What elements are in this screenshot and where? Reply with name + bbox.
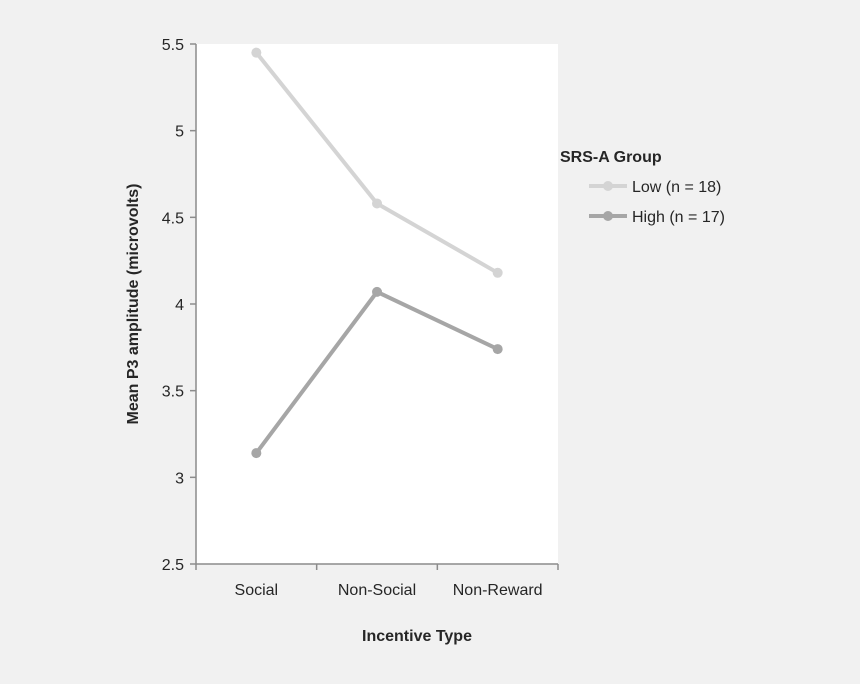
x-axis-title: Incentive Type <box>362 628 472 645</box>
y-tick-label: 5.5 <box>162 37 184 54</box>
y-tick-label: 4 <box>175 297 184 314</box>
legend-swatch-marker <box>603 211 613 221</box>
legend-label: High (n = 17) <box>632 209 725 226</box>
y-tick-label: 2.5 <box>162 557 184 574</box>
legend-swatch-marker <box>603 181 613 191</box>
plot-area <box>196 44 558 564</box>
y-tick-label: 3 <box>175 470 184 487</box>
x-tick-label: Social <box>235 582 279 599</box>
data-point <box>251 448 262 459</box>
legend-label: Low (n = 18) <box>632 179 721 196</box>
axes: 2.5 3 3.5 4 4.5 5 5.5 Social Non-Social Non-Rewar… <box>162 37 559 599</box>
x-tick-label: Non-Social <box>338 582 416 599</box>
y-tick-label: 3.5 <box>162 384 184 401</box>
series-layer <box>251 47 503 459</box>
x-tick-label: Non-Reward <box>453 582 543 599</box>
data-point <box>251 47 262 58</box>
data-point <box>492 344 503 355</box>
y-tick-label: 5 <box>175 124 184 141</box>
legend: SRS-A Group Low (n = 18) High (n = 17) <box>560 149 725 226</box>
legend-title: SRS-A Group <box>560 149 662 166</box>
data-point <box>372 198 382 209</box>
data-point <box>372 286 382 297</box>
data-point <box>492 267 503 278</box>
y-axis-title: Mean P3 amplitude (microvolts) <box>125 184 142 425</box>
y-tick-label: 4.5 <box>162 210 184 227</box>
